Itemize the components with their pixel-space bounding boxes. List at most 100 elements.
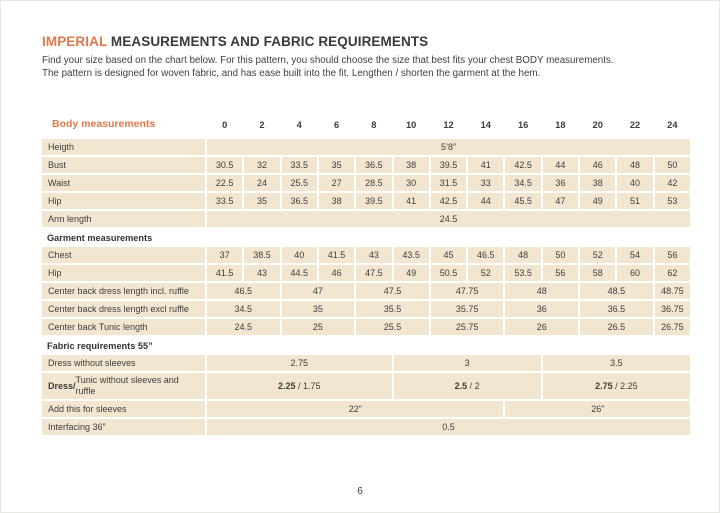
value-cell: 43.5 [393,247,429,263]
value-cell: 44 [542,157,579,173]
value-cell: 24.5 [207,211,690,227]
value-cell: 26.75 [654,319,690,335]
value-cell: 46.5 [207,283,280,299]
value-cell: 0.5 [207,419,690,435]
value-cell: 35.5 [356,301,429,317]
value-cell: 47.5 [356,265,392,281]
value-cell: 43 [244,265,280,281]
value-cell: 36 [505,301,579,317]
value-cell: 34.5 [207,301,280,317]
value-cell: 41.5 [207,265,243,281]
value-cell: 26 [505,319,579,335]
size-column-header: 20 [580,106,616,137]
value-cell: 47.5 [356,283,429,299]
value-cell: 30.5 [207,157,243,173]
row-label: Chest [42,247,205,263]
row-label: Center back dress length incl. ruffle [42,283,205,299]
bold-text: Dress/ [48,380,76,391]
row-label: Dress without sleeves [42,355,205,371]
row-label: Center back dress length excl ruffle [42,301,205,317]
title-rest: MEASUREMENTS AND FABRIC REQUIREMENTS [107,34,429,49]
value-cell: 43 [356,247,392,263]
value-cell: 44 [468,193,504,209]
value-cell: 53 [654,193,690,209]
value-cell: 56 [542,265,579,281]
value-cell: 54 [617,247,653,263]
value-cell: 36.5 [281,193,317,209]
row-label: Interfacing 36” [42,419,205,435]
value-cell: 53.5 [505,265,541,281]
row-label: Heigth [42,139,205,155]
value-cell: 46.5 [468,247,504,263]
size-column-header: 8 [356,106,392,137]
value-cell: 45.5 [505,193,541,209]
size-column-header: 2 [244,106,280,137]
page-title: IMPERIAL MEASUREMENTS AND FABRIC REQUIRE… [42,34,690,49]
value-cell: 35 [244,193,280,209]
value-cell: 25.75 [430,319,504,335]
table-header-label: Body measurements [42,106,205,137]
value-cell: 24 [244,175,280,191]
section-header: Garment measurements [42,229,690,245]
value-cell: 38.5 [244,247,280,263]
value-cell: 48 [617,157,653,173]
row-label: Dress/ Tunic without sleeves and ruffle [42,373,205,399]
value-cell: 44.5 [281,265,317,281]
value-cell: 28.5 [356,175,392,191]
size-column-header: 10 [393,106,429,137]
value-cell: 41 [468,157,504,173]
size-column-header: 22 [617,106,653,137]
row-label: Bust [42,157,205,173]
value-cell: 39.5 [430,157,467,173]
value-cell: 46 [318,265,355,281]
value-cell: 40 [617,175,653,191]
value-cell: 30 [393,175,429,191]
measurement-table: Body measurements 0 2 4 6 8 10 12 14 16 18 20 22 24 He… [42,106,690,435]
value-cell: 31.5 [430,175,467,191]
size-column-header: 18 [542,106,579,137]
value-cell: 25.5 [281,175,317,191]
value-cell: 48 [505,283,579,299]
value-cell: 50 [542,247,579,263]
row-label: Hip [42,265,205,281]
value-cell: 36.75 [654,301,690,317]
size-column-header: 12 [430,106,467,137]
value-cell: 58 [580,265,616,281]
value-cell: 50.5 [430,265,467,281]
value-cell: 2.75 / 2.25 [542,373,690,399]
value-cell: 47 [281,283,355,299]
value-cell: 3 [393,355,541,371]
size-column-header: 0 [207,106,243,137]
value-cell: 25.5 [356,319,429,335]
value-cell: 35.75 [430,301,504,317]
value-cell: 35 [281,301,355,317]
value-cell: 35 [318,157,355,173]
value-cell: 38 [580,175,616,191]
row-label: Center back Tunic length [42,319,205,335]
title-accent: IMPERIAL [42,34,108,49]
value-cell: 27 [318,175,355,191]
intro-line-2: The pattern is designed for woven fabric… [42,68,541,79]
value-cell: 38 [318,193,355,209]
value-cell: 33.5 [207,193,243,209]
value-cell: 39.5 [356,193,392,209]
value-cell: 48 [505,247,541,263]
value-cell: 42.5 [505,157,541,173]
value-cell: 60 [617,265,653,281]
row-label: Add this for sleeves [42,401,205,417]
value-cell: 41 [393,193,429,209]
value-cell: 22” [207,401,504,417]
value-cell: 52 [580,247,616,263]
value-cell: 33 [468,175,504,191]
value-cell: 48.5 [580,283,653,299]
page-number: 6 [357,486,363,497]
value-cell: 36 [542,175,579,191]
value-cell: 50 [654,157,690,173]
value-cell: 46 [580,157,616,173]
value-cell: 36.5 [580,301,653,317]
value-cell: 47 [542,193,579,209]
value-cell: 40 [281,247,317,263]
bold-text: 2.5 [454,381,468,391]
row-label: Waist [42,175,205,191]
